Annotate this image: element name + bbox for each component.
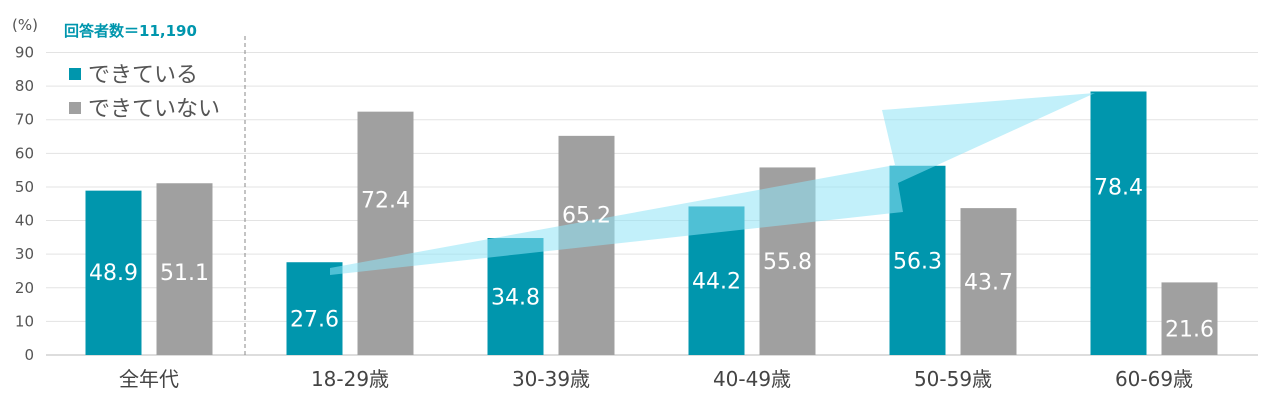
- data-label: 55.8: [763, 250, 812, 275]
- data-label: 21.6: [1165, 318, 1214, 343]
- bar-yes: [85, 190, 142, 355]
- data-label: 56.3: [893, 249, 942, 274]
- data-label: 48.9: [89, 261, 138, 286]
- data-label: 27.6: [290, 308, 339, 333]
- bar-yes: [487, 238, 544, 355]
- x-axis: 全年代 18-29歳 30-39歳 40-49歳 50-59歳 60-69歳: [119, 367, 1193, 391]
- y-tick-label: 50: [15, 178, 34, 196]
- y-tick-label: 10: [15, 312, 34, 330]
- data-label: 44.2: [692, 270, 741, 295]
- bar-no: [1161, 282, 1218, 355]
- y-tick-label: 80: [15, 77, 34, 95]
- trend-arrow-shape: [330, 93, 1095, 275]
- data-label: 72.4: [361, 188, 410, 213]
- data-labels: 48.9 51.1 27.6 72.4 34.8 65.2 44.2 55.8 56.3 43.7…: [89, 175, 1214, 342]
- y-tick-label: 70: [15, 111, 34, 129]
- y-tick-label: 60: [15, 144, 34, 162]
- y-tick-label: 90: [15, 44, 34, 62]
- bar-no: [960, 208, 1017, 355]
- y-tick-label: 20: [15, 279, 34, 297]
- x-tick-label: 50-59歳: [914, 367, 992, 391]
- data-label: 43.7: [964, 271, 1013, 296]
- data-label: 51.1: [160, 261, 209, 286]
- x-tick-label: 30-39歳: [512, 367, 590, 391]
- data-label: 34.8: [491, 286, 540, 311]
- respondents-note: 回答者数＝11,190: [64, 22, 197, 40]
- bar-yes: [1090, 91, 1147, 355]
- y-tick-label: 0: [24, 346, 34, 364]
- bar-no: [357, 111, 414, 356]
- data-label: 78.4: [1094, 175, 1143, 200]
- y-axis: 0 10 20 30 40 50 60 70 80 90: [15, 44, 34, 365]
- bars: [85, 91, 1218, 356]
- trend-arrow: [330, 93, 1095, 275]
- x-tick-label: 18-29歳: [311, 367, 389, 391]
- legend-label: できていない: [88, 97, 220, 122]
- y-unit-label: (%): [12, 16, 38, 34]
- legend-label: できている: [88, 63, 198, 88]
- data-label: 65.2: [562, 204, 611, 229]
- x-tick-label: 60-69歳: [1115, 367, 1193, 391]
- y-tick-label: 40: [15, 212, 34, 230]
- legend-swatch: [69, 102, 81, 114]
- bar-yes: [286, 262, 343, 355]
- legend-swatch: [69, 68, 81, 80]
- y-tick-label: 30: [15, 245, 34, 263]
- bar-no: [156, 183, 213, 355]
- x-tick-label: 40-49歳: [713, 367, 791, 391]
- x-tick-label: 全年代: [119, 367, 179, 391]
